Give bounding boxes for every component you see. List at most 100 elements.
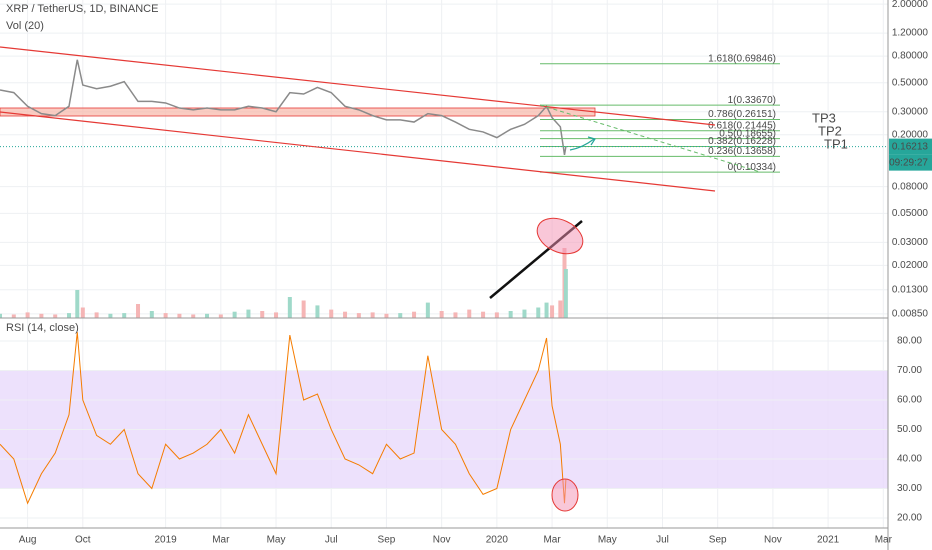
fib-label: 0.5(0.18655) <box>719 128 776 139</box>
projection <box>539 104 761 173</box>
volume-bar <box>425 302 430 318</box>
arrow <box>569 136 596 151</box>
volume-bar <box>384 313 389 318</box>
volume-bar <box>232 311 237 318</box>
y-tick-label: 0.01300 <box>892 284 929 295</box>
volume-bar <box>11 314 16 318</box>
highlight <box>551 478 579 512</box>
x-tick-label: Mar <box>875 535 893 546</box>
x-tick-label: 2020 <box>486 535 509 546</box>
volume-bar <box>558 300 563 318</box>
y-tick-label: 0.80000 <box>892 51 929 62</box>
countdown-box <box>889 154 932 171</box>
x-tick-label: Aug <box>19 535 37 546</box>
y2-tick-label: 60.00 <box>897 395 922 406</box>
volume-bar <box>356 313 361 318</box>
volume-bar <box>246 309 251 318</box>
volume-bar <box>67 313 72 318</box>
y-tick-label: 0.50000 <box>892 77 929 88</box>
volume-bar <box>122 313 127 318</box>
x-tick-label: Nov <box>433 535 451 546</box>
volume-bar <box>287 297 292 318</box>
target-label: TP3 <box>812 110 836 125</box>
volume-bar <box>439 311 444 318</box>
fib-label: 0.236(0.13658) <box>708 146 776 157</box>
volume-bar <box>274 312 279 318</box>
volume-bar <box>25 312 30 318</box>
volume-bar <box>218 314 223 318</box>
volume-bar <box>163 313 168 318</box>
volume-bar <box>398 313 403 318</box>
y-tick-label: 0.08000 <box>892 181 929 192</box>
volume-bar <box>301 300 306 318</box>
volume-bar <box>94 312 99 318</box>
volume-bar <box>343 311 348 318</box>
volume-bar <box>191 314 196 318</box>
axes: 2.00000 1.20000 0.80000 0.50000 0.30000 0.200… <box>19 0 932 546</box>
x-tick-label: Jul <box>325 535 338 546</box>
x-tick-label: Mar <box>543 535 561 546</box>
volume-bar <box>563 269 568 318</box>
last-price-label: 0.16213 <box>892 141 929 152</box>
y-tick-label: 0.20000 <box>892 129 929 140</box>
volume-bar <box>329 309 334 318</box>
volume-title: Vol (20) <box>6 20 44 32</box>
resistance-zone <box>0 107 596 117</box>
y2-tick-label: 70.00 <box>897 365 922 376</box>
y-tick-label: 0.03000 <box>892 237 929 248</box>
title: XRP / TetherUS, 1D, BINANCE <box>6 3 158 15</box>
channel-top <box>0 46 716 126</box>
y2-tick-label: 80.00 <box>897 336 922 347</box>
target-label: TP2 <box>818 123 842 138</box>
target-label: TP1 <box>824 136 848 151</box>
y2-tick-label: 50.00 <box>897 424 922 435</box>
volume-bar <box>108 313 113 318</box>
volume-bar <box>177 313 182 318</box>
y-tick-label: 2.00000 <box>892 0 929 10</box>
x-tick-label: 2021 <box>817 535 840 546</box>
countdown: 09:29:27 <box>889 157 928 168</box>
volume-bar <box>536 307 541 318</box>
volume-bar <box>370 312 375 318</box>
grid <box>0 0 888 528</box>
volume-bar <box>544 302 549 318</box>
volume-bar <box>494 312 499 318</box>
x-tick-label: Oct <box>75 535 91 546</box>
price-line <box>0 59 567 156</box>
volume-bar <box>205 313 210 318</box>
fib-label: 0.382(0.16228) <box>708 136 776 147</box>
volume-bar <box>149 311 154 318</box>
x-tick-label: Sep <box>709 535 727 546</box>
x-tick-label: Nov <box>764 535 782 546</box>
volume-bar <box>453 312 458 318</box>
y-tick-label: 0.05000 <box>892 208 929 219</box>
fib-label: 0.618(0.21445) <box>708 120 776 131</box>
fib-label: 0.786(0.26151) <box>708 109 776 120</box>
volume-bar <box>75 290 80 318</box>
volume-bar <box>260 311 265 318</box>
y2-tick-label: 40.00 <box>897 454 922 465</box>
volume-bar <box>550 305 555 318</box>
x-tick-label: Sep <box>378 535 396 546</box>
fib-label: 0(0.10334) <box>728 162 776 173</box>
y-tick-label: 0.00850 <box>892 308 929 319</box>
y2-tick-label: 30.00 <box>897 483 922 494</box>
highlight <box>536 217 584 255</box>
volume-bar <box>467 309 472 318</box>
volume-bar <box>0 313 2 318</box>
x-tick-label: May <box>598 535 617 546</box>
fib-label: 1(0.33670) <box>728 95 776 106</box>
plot: 1.618(0.69846)1(0.33670)0.786(0.26151)0.… <box>0 53 888 505</box>
last-price-box <box>889 138 932 155</box>
x-tick-label: 2019 <box>154 535 177 546</box>
volume-bar <box>522 309 527 318</box>
rsi-line <box>0 332 567 505</box>
y-tick-label: 0.02000 <box>892 260 929 271</box>
fib-label: 1.618(0.69846) <box>708 53 776 64</box>
x-tick-label: Jul <box>656 535 669 546</box>
volume-bar <box>315 305 320 318</box>
y2-tick-label: 20.00 <box>897 513 922 524</box>
volume-bar <box>508 311 513 318</box>
rsi-title: RSI (14, close) <box>6 322 79 334</box>
